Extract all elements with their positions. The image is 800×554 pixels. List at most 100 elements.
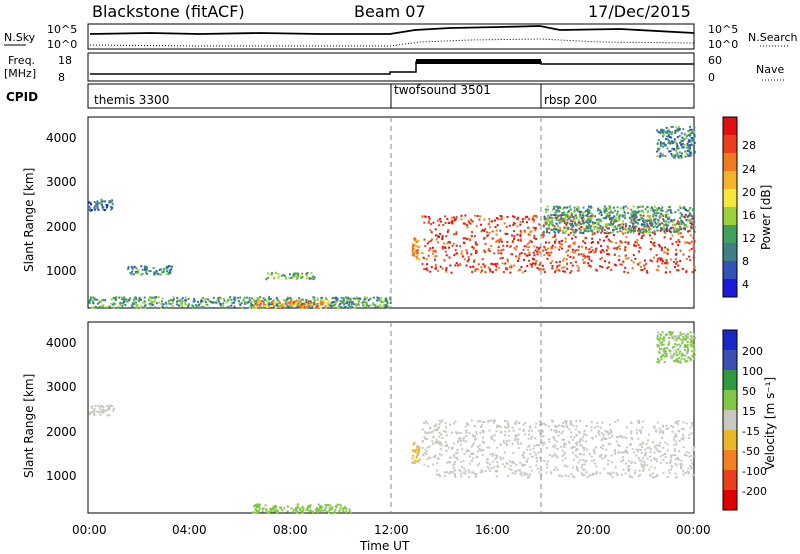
data-cell: [606, 463, 609, 466]
data-cell: [650, 459, 653, 462]
data-cell: [328, 511, 330, 514]
data-cell: [604, 260, 606, 263]
data-cell: [515, 248, 518, 251]
data-cell: [513, 472, 516, 475]
data-cell: [659, 431, 662, 434]
data-cell: [281, 509, 284, 512]
data-cell: [558, 210, 561, 213]
data-cell: [665, 223, 667, 226]
data-cell: [523, 258, 525, 261]
data-cell: [654, 458, 657, 461]
data-cell: [517, 443, 520, 445]
data-cell: [574, 442, 577, 445]
data-cell: [667, 249, 670, 251]
data-cell: [667, 343, 670, 346]
data-cell: [244, 303, 247, 305]
data-cell: [690, 141, 693, 144]
data-cell: [572, 452, 575, 455]
data-cell: [358, 297, 361, 300]
data-cell: [438, 224, 441, 227]
data-cell: [411, 457, 414, 460]
data-cell: [607, 432, 610, 435]
data-cell: [659, 131, 662, 134]
data-cell: [666, 216, 668, 219]
data-cell: [421, 440, 424, 442]
data-cell: [234, 296, 237, 299]
data-cell: [689, 144, 692, 147]
data-cell: [439, 448, 442, 451]
data-cell: [131, 268, 134, 270]
data-cell: [164, 301, 167, 304]
data-cell: [445, 444, 448, 446]
data-cell: [573, 436, 575, 439]
data-cell: [689, 465, 692, 467]
data-cell: [634, 257, 637, 260]
data-cell: [601, 230, 604, 233]
data-cell: [264, 298, 267, 301]
data-cell: [655, 460, 658, 463]
data-cell: [258, 508, 261, 511]
colorbar-segment: [723, 410, 737, 430]
data-cell: [488, 446, 491, 449]
data-cell: [126, 298, 129, 301]
data-cell: [622, 232, 625, 235]
data-cell: [561, 214, 564, 217]
data-cell: [595, 446, 597, 449]
data-cell: [678, 221, 681, 224]
data-cell: [515, 420, 518, 423]
data-cell: [133, 298, 136, 301]
data-cell: [201, 300, 204, 303]
data-cell: [508, 467, 511, 470]
data-cell: [627, 257, 630, 260]
data-cell: [579, 458, 582, 461]
data-cell: [623, 228, 626, 231]
data-cell: [307, 505, 310, 508]
data-cell: [438, 435, 441, 438]
data-cell: [570, 262, 573, 264]
velocity-colorbar-title: Velocity [m s⁻¹]: [763, 377, 777, 470]
data-cell: [154, 271, 157, 274]
data-cell: [551, 216, 554, 219]
data-cell: [651, 208, 654, 211]
colorbar-segment: [723, 261, 737, 279]
data-cell: [138, 300, 141, 303]
data-cell: [300, 302, 303, 305]
data-cell: [669, 350, 672, 353]
data-cell: [569, 224, 572, 227]
data-cell: [124, 304, 127, 307]
data-cell: [459, 432, 462, 435]
data-cell: [578, 215, 581, 218]
data-cell: [612, 219, 615, 222]
data-cell: [513, 462, 516, 465]
power-colorbar-frame: [722, 116, 738, 298]
data-cell: [565, 420, 568, 423]
data-cell: [678, 352, 681, 355]
data-cell: [687, 356, 690, 359]
data-cell: [382, 304, 385, 307]
data-cell: [554, 234, 557, 237]
data-cell: [514, 436, 517, 439]
data-cell: [642, 234, 645, 237]
data-cell: [689, 207, 692, 209]
data-cell: [129, 297, 131, 300]
data-cell: [656, 142, 659, 145]
data-cell: [563, 219, 566, 222]
data-cell: [581, 464, 584, 466]
data-cell: [613, 253, 616, 256]
xtick-1: 04:00: [172, 523, 207, 537]
data-cell: [638, 205, 641, 208]
data-cell: [659, 155, 662, 158]
data-cell: [275, 304, 278, 307]
data-cell: [669, 131, 672, 134]
data-cell: [688, 130, 691, 133]
data-cell: [184, 301, 187, 304]
data-cell: [664, 228, 667, 231]
data-cell: [243, 307, 246, 309]
data-cell: [363, 301, 366, 304]
data-cell: [645, 220, 648, 223]
data-cell: [486, 231, 489, 234]
data-cell: [97, 411, 100, 414]
data-cell: [614, 466, 617, 469]
data-cell: [248, 298, 251, 301]
data-cell: [610, 210, 613, 213]
